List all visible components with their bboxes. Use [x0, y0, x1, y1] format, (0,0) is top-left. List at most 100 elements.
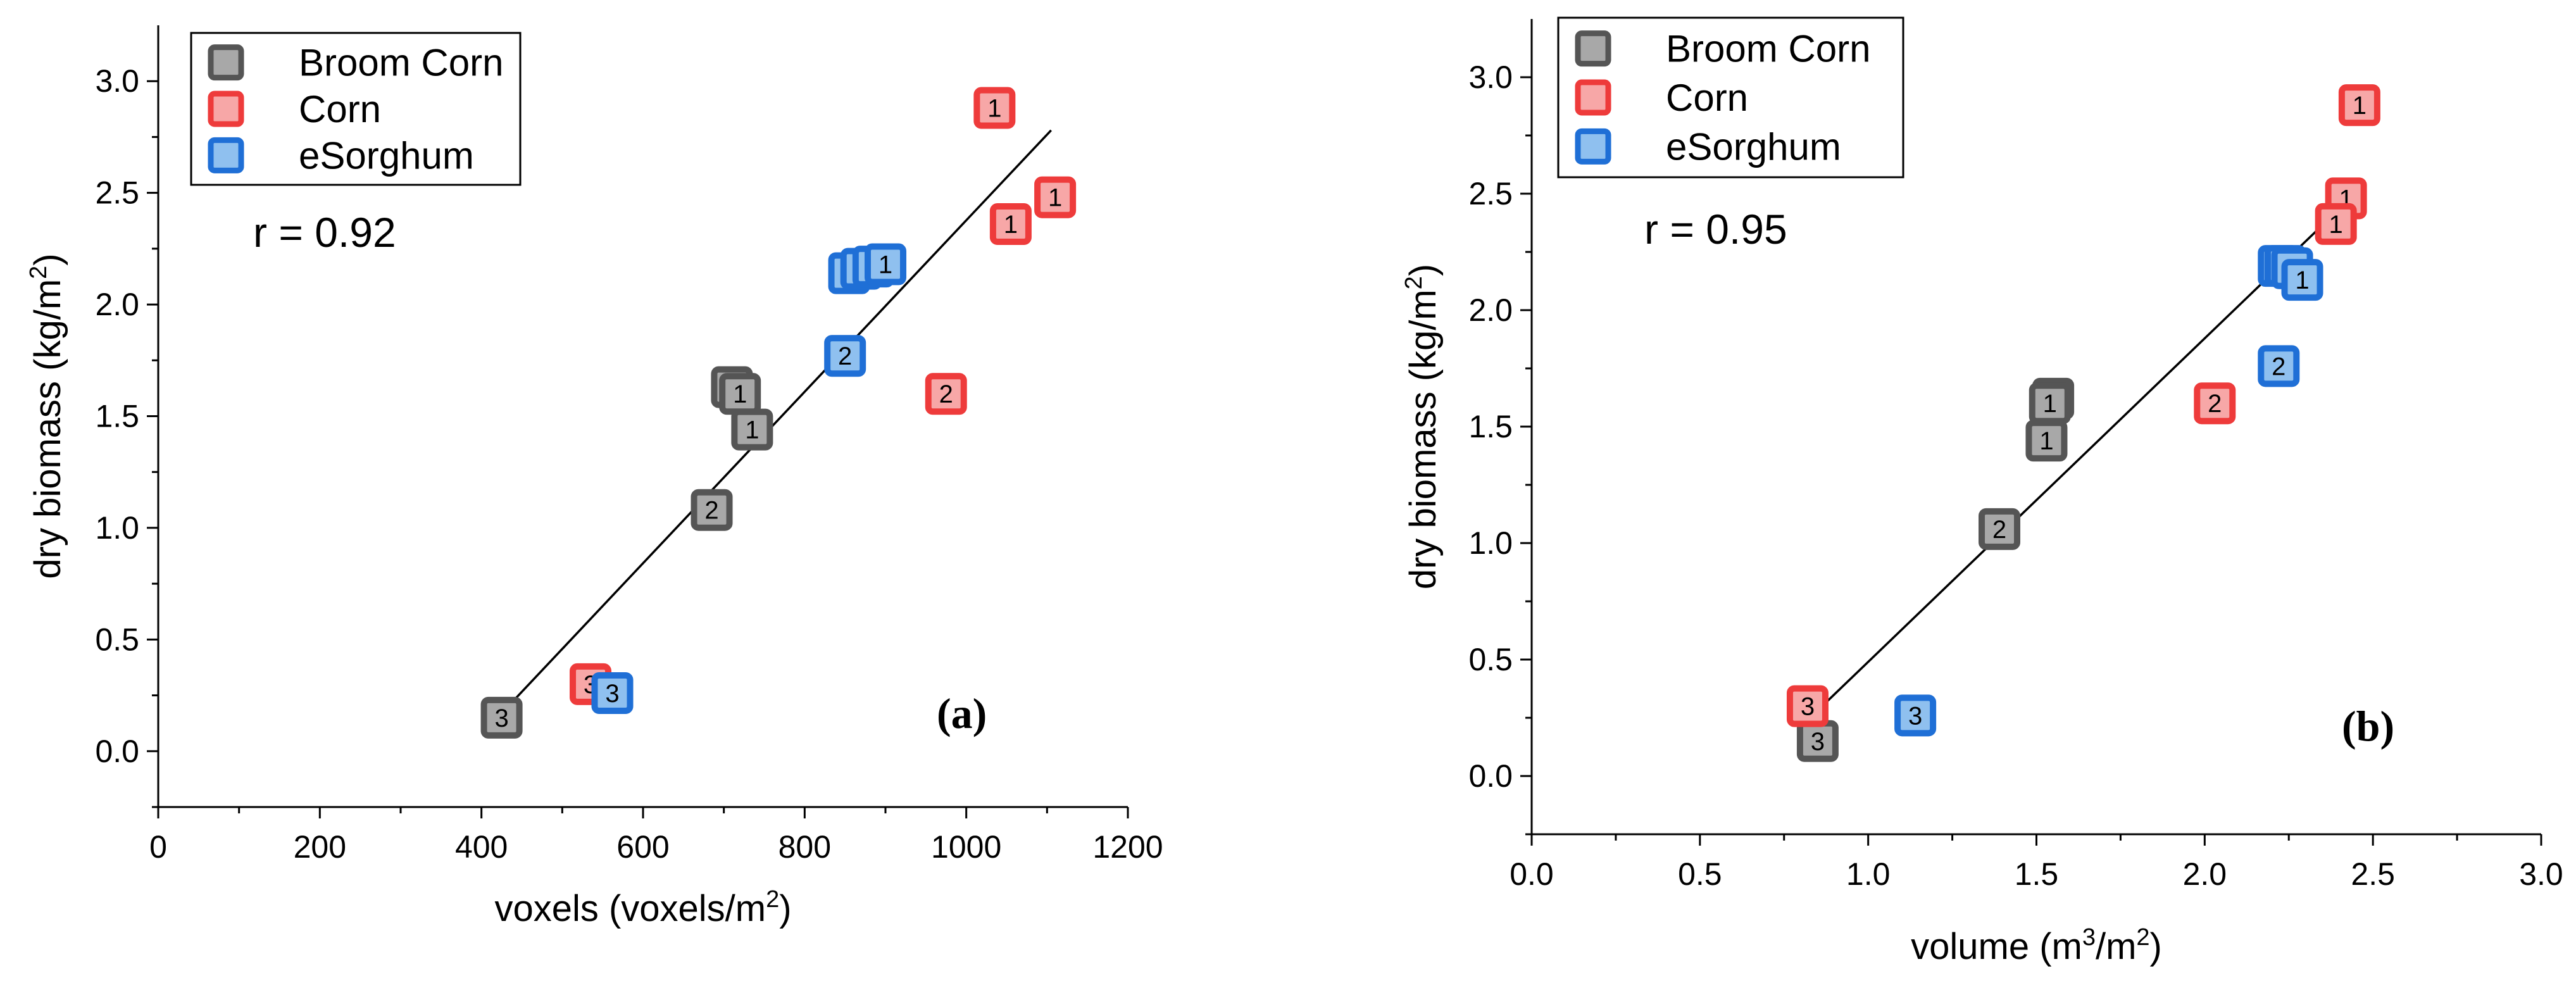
legend-box	[190, 32, 522, 186]
legend-label-esorghum: eSorghum	[299, 134, 474, 177]
data-point-label: 3	[1908, 702, 1922, 730]
y-tick-label: 2.0	[1468, 292, 1513, 328]
fit-line	[501, 129, 1052, 715]
x-axis-title-text: voxels (voxels/m	[494, 888, 766, 929]
legend-label-broom-corn: Broom Corn	[299, 42, 503, 84]
legend-label-corn: Corn	[1666, 77, 1748, 119]
data-point	[2281, 259, 2323, 301]
y-axis-title-text: )	[27, 253, 68, 265]
data-point	[824, 335, 866, 377]
legend-label-corn: Corn	[299, 88, 381, 130]
x-tick-label: 1200	[1092, 829, 1163, 865]
data-point	[2025, 420, 2068, 462]
legend-marker-esorghum	[208, 137, 244, 173]
data-point	[1786, 685, 1829, 727]
data-point-label: 2	[939, 380, 953, 408]
data-point-label: 1	[2295, 266, 2309, 294]
x-tick-label: 200	[294, 829, 346, 865]
data-point	[691, 489, 733, 531]
data-point	[989, 203, 1032, 246]
legend-marker-corn	[1575, 79, 1611, 116]
data-point-label: 2	[2272, 353, 2285, 380]
legend-marker-esorghum	[1575, 128, 1611, 165]
data-point	[731, 408, 773, 451]
y-tick-label: 0.0	[95, 734, 139, 769]
data-point-label: 1	[2039, 427, 2053, 455]
x-tick-label: 2.5	[2351, 856, 2395, 892]
legend-marker-broom-corn	[208, 44, 244, 81]
y-tick-label: 3.0	[95, 63, 139, 99]
data-point	[925, 373, 967, 415]
legend-box	[1557, 16, 1904, 178]
y-tick-label: 1.5	[1468, 409, 1513, 444]
y-tick-label: 0.0	[1468, 758, 1513, 794]
data-point-label: 1	[1048, 184, 1062, 212]
data-point-label: 3	[1801, 693, 1815, 721]
panel-label: (a)	[937, 689, 987, 737]
data-point-label: 1	[878, 251, 892, 279]
x-tick-label: 1000	[931, 829, 1001, 865]
x-axis-title: volume (m3/m2)	[1911, 924, 2162, 967]
correlation-annotation: r = 0.95	[1644, 206, 1787, 253]
x-tick-label: 0	[149, 829, 167, 865]
x-axis-title: voxels (voxels/m2)	[494, 886, 791, 929]
series-corn: 1 1 1 2 3	[570, 87, 1077, 705]
x-axis-title-sup: 2	[2136, 924, 2149, 951]
data-point-label: 2	[838, 342, 852, 370]
data-point-label: 2	[704, 497, 718, 525]
y-tick-label: 0.5	[1468, 642, 1513, 677]
y-tick-label: 2.0	[95, 287, 139, 322]
y-tick-label: 1.0	[1468, 525, 1513, 561]
chart-panel-b: 0.0 0.5 1.0 1.5 2.0 2.5 3.0 0.0 0.5 1.0 1.5 2.0 2.5 3…	[1401, 16, 2563, 967]
y-axis-title-text: dry biomass (kg/m	[27, 279, 68, 579]
x-axis-title-text: )	[779, 888, 791, 929]
data-point	[480, 696, 523, 739]
data-point-label: 2	[1992, 516, 2006, 544]
data-point	[2315, 203, 2357, 245]
y-axis-title: dry biomass (kg/m2)	[25, 253, 68, 579]
x-tick-label: 1.5	[2015, 856, 2059, 892]
data-point-label: 3	[494, 704, 508, 732]
data-point	[865, 243, 906, 285]
panel-label: (b)	[2342, 702, 2394, 750]
series-esorghum: 111123	[1894, 245, 2323, 737]
data-point	[973, 87, 1016, 129]
data-point-label: 1	[733, 380, 747, 408]
legend-marker-corn	[208, 91, 244, 127]
x-axis-title-text: volume (m	[1911, 926, 2082, 967]
x-tick-label: 0.0	[1510, 856, 1554, 892]
data-point-label: 1	[2329, 211, 2343, 239]
data-point-label: 1	[745, 416, 759, 444]
y-axis-title-sup: 2	[25, 266, 52, 279]
x-tick-label: 2.0	[2183, 856, 2227, 892]
x-tick-label: 600	[616, 829, 669, 865]
data-point-label: 1	[2043, 390, 2057, 418]
x-tick-label: 1.0	[1846, 856, 1891, 892]
y-tick-label: 0.5	[95, 622, 139, 657]
data-point	[2258, 345, 2300, 387]
data-point	[2194, 382, 2236, 425]
y-axis-title-text: dry biomass (kg/m	[1403, 289, 1444, 589]
data-point	[1979, 508, 2021, 550]
data-point	[591, 672, 634, 715]
data-point-label: 1	[987, 95, 1001, 123]
data-point	[2338, 84, 2380, 127]
y-axis-title-text: )	[1403, 264, 1444, 276]
correlation-annotation: r = 0.92	[253, 209, 396, 256]
x-tick-label: 3.0	[2519, 856, 2563, 892]
data-point-label: 3	[1811, 728, 1825, 756]
data-point-label: 1	[1004, 211, 1018, 239]
legend-marker-broom-corn	[1575, 30, 1611, 67]
data-point	[1034, 176, 1077, 218]
y-axis-title: dry biomass (kg/m2)	[1401, 264, 1444, 589]
data-point-label: 3	[605, 680, 619, 708]
y-tick-label: 2.5	[95, 175, 139, 211]
y-tick-label: 2.5	[1468, 176, 1513, 211]
x-tick-label: 800	[778, 829, 831, 865]
